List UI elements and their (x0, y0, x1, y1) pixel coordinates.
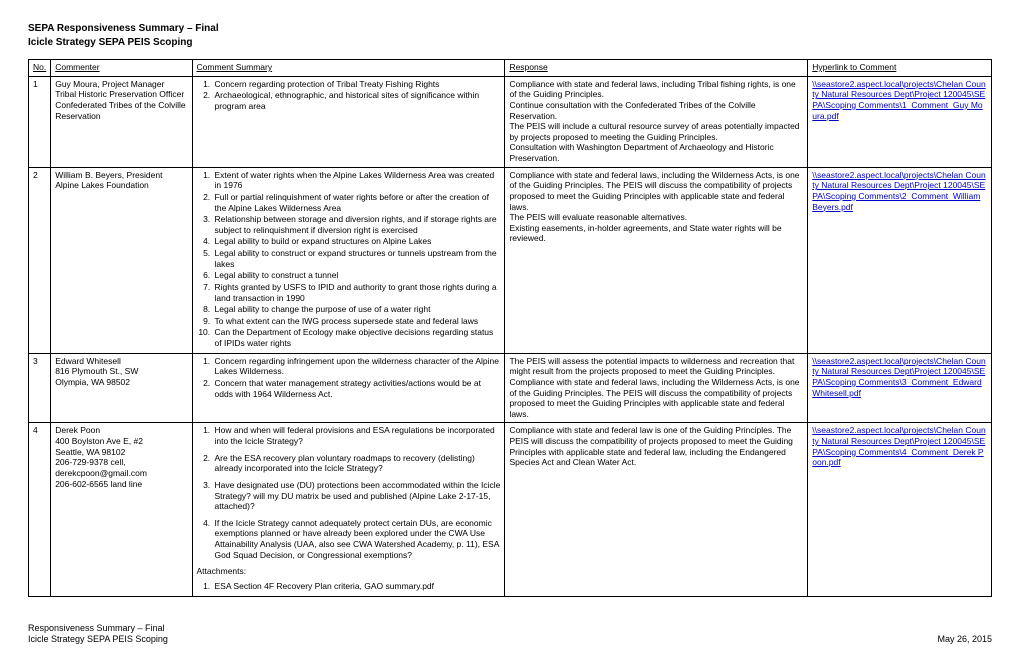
summary-item: Concern regarding protection of Tribal T… (213, 79, 501, 90)
page: SEPA Responsiveness Summary – Final Icic… (0, 0, 1020, 660)
page-footer: Responsiveness Summary – Final Icicle St… (28, 623, 992, 646)
summary-item: Full or partial relinquishment of water … (213, 192, 501, 213)
table-header-row: No. Commenter Comment Summary Response H… (29, 60, 992, 77)
comment-hyperlink[interactable]: \\seastore2.aspect.local\projects\Chelan… (812, 356, 985, 398)
comments-table: No. Commenter Comment Summary Response H… (28, 59, 992, 597)
summary-item: How and when will federal provisions and… (213, 425, 501, 446)
table-row: 2William B. Beyers, PresidentAlpine Lake… (29, 167, 992, 353)
cell-commenter: Derek Poon400 Boylston Ave E, #2Seattle,… (51, 423, 192, 596)
summary-item: Legal ability to construct or expand str… (213, 248, 501, 269)
footer-left: Responsiveness Summary – Final Icicle St… (28, 623, 168, 646)
footer-right: May 26, 2015 (937, 634, 992, 646)
cell-no: 1 (29, 76, 51, 167)
comment-hyperlink[interactable]: \\seastore2.aspect.local\projects\Chelan… (812, 79, 985, 121)
comment-hyperlink[interactable]: \\seastore2.aspect.local\projects\Chelan… (812, 425, 985, 467)
summary-item: Relationship between storage and diversi… (213, 214, 501, 235)
cell-no: 3 (29, 353, 51, 423)
th-summary: Comment Summary (192, 60, 505, 77)
summary-item: If the Icicle Strategy cannot adequately… (213, 518, 501, 561)
th-response: Response (505, 60, 808, 77)
cell-no: 4 (29, 423, 51, 596)
summary-item: Have designated use (DU) protections bee… (213, 480, 501, 512)
cell-commenter: Guy Moura, Project ManagerTribal Histori… (51, 76, 192, 167)
attachment-item: ESA Section 4F Recovery Plan criteria, G… (213, 581, 501, 592)
cell-link: \\seastore2.aspect.local\projects\Chelan… (808, 353, 992, 423)
title-line2: Icicle Strategy SEPA PEIS Scoping (28, 36, 992, 50)
cell-link: \\seastore2.aspect.local\projects\Chelan… (808, 76, 992, 167)
cell-response: Compliance with state and federal law is… (505, 423, 808, 596)
title-line1: SEPA Responsiveness Summary – Final (28, 22, 992, 36)
cell-summary: Concern regarding protection of Tribal T… (192, 76, 505, 167)
attachments-label: Attachments: (197, 566, 501, 577)
summary-item: Can the Department of Ecology make objec… (213, 327, 501, 348)
summary-item: Are the ESA recovery plan voluntary road… (213, 453, 501, 474)
summary-item: Concern regarding infringement upon the … (213, 356, 501, 377)
cell-link: \\seastore2.aspect.local\projects\Chelan… (808, 167, 992, 353)
table-row: 1Guy Moura, Project ManagerTribal Histor… (29, 76, 992, 167)
summary-item: Rights granted by USFS to IPID and autho… (213, 282, 501, 303)
cell-summary: Concern regarding infringement upon the … (192, 353, 505, 423)
th-commenter: Commenter (51, 60, 192, 77)
summary-item: Extent of water rights when the Alpine L… (213, 170, 501, 191)
table-row: 3Edward Whitesell816 Plymouth St., SWOly… (29, 353, 992, 423)
summary-item: Concern that water management strategy a… (213, 378, 501, 399)
th-no: No. (29, 60, 51, 77)
cell-response: The PEIS will assess the potential impac… (505, 353, 808, 423)
footer-left2: Icicle Strategy SEPA PEIS Scoping (28, 634, 168, 646)
table-row: 4Derek Poon400 Boylston Ave E, #2Seattle… (29, 423, 992, 596)
comment-hyperlink[interactable]: \\seastore2.aspect.local\projects\Chelan… (812, 170, 985, 212)
summary-item: To what extent can the IWG process super… (213, 316, 501, 327)
cell-no: 2 (29, 167, 51, 353)
cell-response: Compliance with state and federal laws, … (505, 76, 808, 167)
summary-item: Legal ability to change the purpose of u… (213, 304, 501, 315)
footer-left1: Responsiveness Summary – Final (28, 623, 168, 635)
cell-summary: Extent of water rights when the Alpine L… (192, 167, 505, 353)
cell-link: \\seastore2.aspect.local\projects\Chelan… (808, 423, 992, 596)
cell-commenter: William B. Beyers, PresidentAlpine Lakes… (51, 167, 192, 353)
summary-item: Legal ability to build or expand structu… (213, 236, 501, 247)
cell-response: Compliance with state and federal laws, … (505, 167, 808, 353)
cell-summary: How and when will federal provisions and… (192, 423, 505, 596)
summary-item: Archaeological, ethnographic, and histor… (213, 90, 501, 111)
doc-title: SEPA Responsiveness Summary – Final Icic… (28, 22, 992, 49)
th-link: Hyperlink to Comment (808, 60, 992, 77)
cell-commenter: Edward Whitesell816 Plymouth St., SWOlym… (51, 353, 192, 423)
summary-item: Legal ability to construct a tunnel (213, 270, 501, 281)
